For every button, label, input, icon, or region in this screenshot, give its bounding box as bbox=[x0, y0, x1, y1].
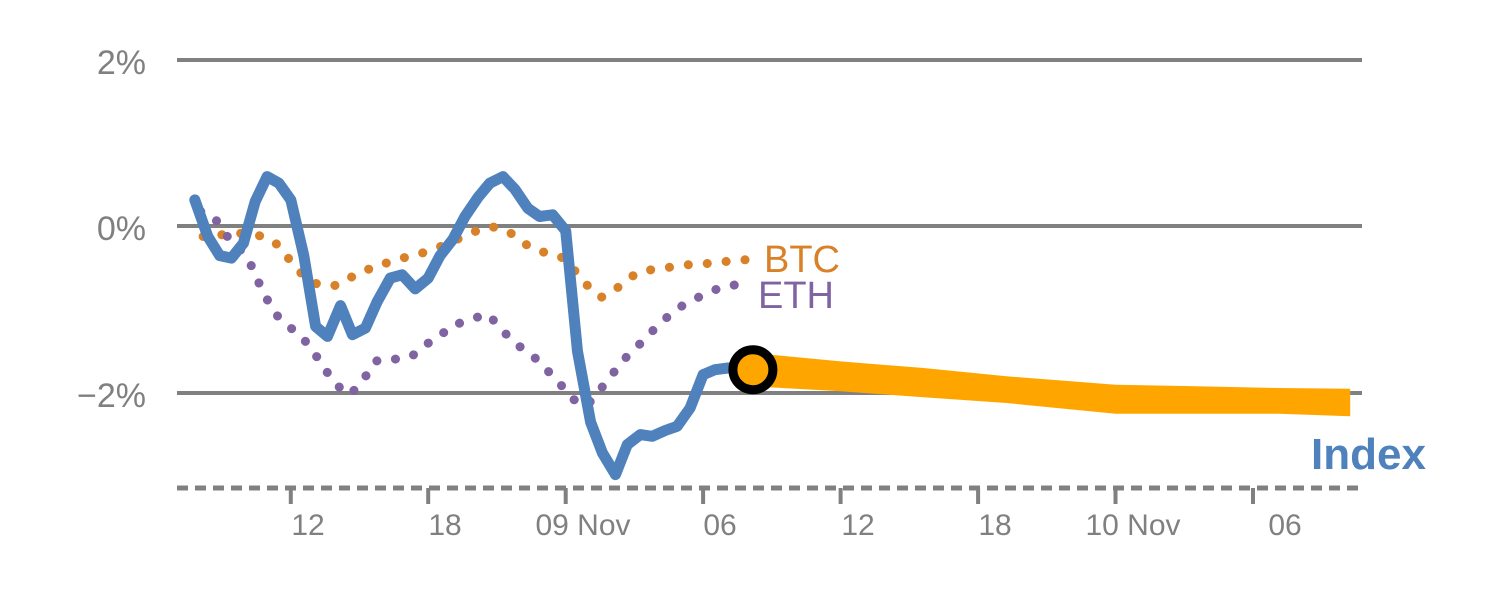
series-line-btc bbox=[198, 222, 767, 302]
y-tick-label-2pct: 2% bbox=[97, 44, 146, 82]
forecast-band bbox=[752, 353, 1351, 417]
series-line-index bbox=[189, 171, 759, 481]
forecast-anchor-marker-group[interactable] bbox=[728, 345, 778, 395]
x-tick-label-3: 09 Nov bbox=[535, 509, 630, 542]
forecast-band-group bbox=[752, 353, 1351, 417]
x-tick-label-7: 10 Nov bbox=[1085, 509, 1180, 542]
y-tick-label-neg2pct: −2% bbox=[77, 377, 146, 415]
x-tick-label-2: 18 bbox=[428, 509, 461, 542]
series-line-eth bbox=[196, 207, 753, 410]
series-group bbox=[189, 171, 767, 481]
gridlines bbox=[177, 58, 1362, 395]
x-tick-label-5: 12 bbox=[841, 509, 874, 542]
series-label-btc: BTC bbox=[764, 239, 840, 281]
x-tick-label-1: 12 bbox=[291, 509, 324, 542]
x-axis-ticks bbox=[288, 488, 1255, 504]
series-labels: BTC ETH Index bbox=[758, 239, 1426, 479]
forecast-anchor-marker[interactable] bbox=[728, 345, 778, 395]
y-axis-tick-labels: 2% 0% −2% bbox=[77, 44, 146, 415]
x-axis-tick-labels: 12 18 09 Nov 06 12 18 10 Nov 06 bbox=[291, 509, 1301, 542]
series-label-eth: ETH bbox=[758, 275, 834, 317]
x-tick-label-8: 06 bbox=[1268, 509, 1301, 542]
y-tick-label-0pct: 0% bbox=[97, 210, 146, 248]
series-label-index: Index bbox=[1311, 430, 1426, 479]
x-tick-label-6: 18 bbox=[978, 509, 1011, 542]
x-tick-label-4: 06 bbox=[703, 509, 736, 542]
